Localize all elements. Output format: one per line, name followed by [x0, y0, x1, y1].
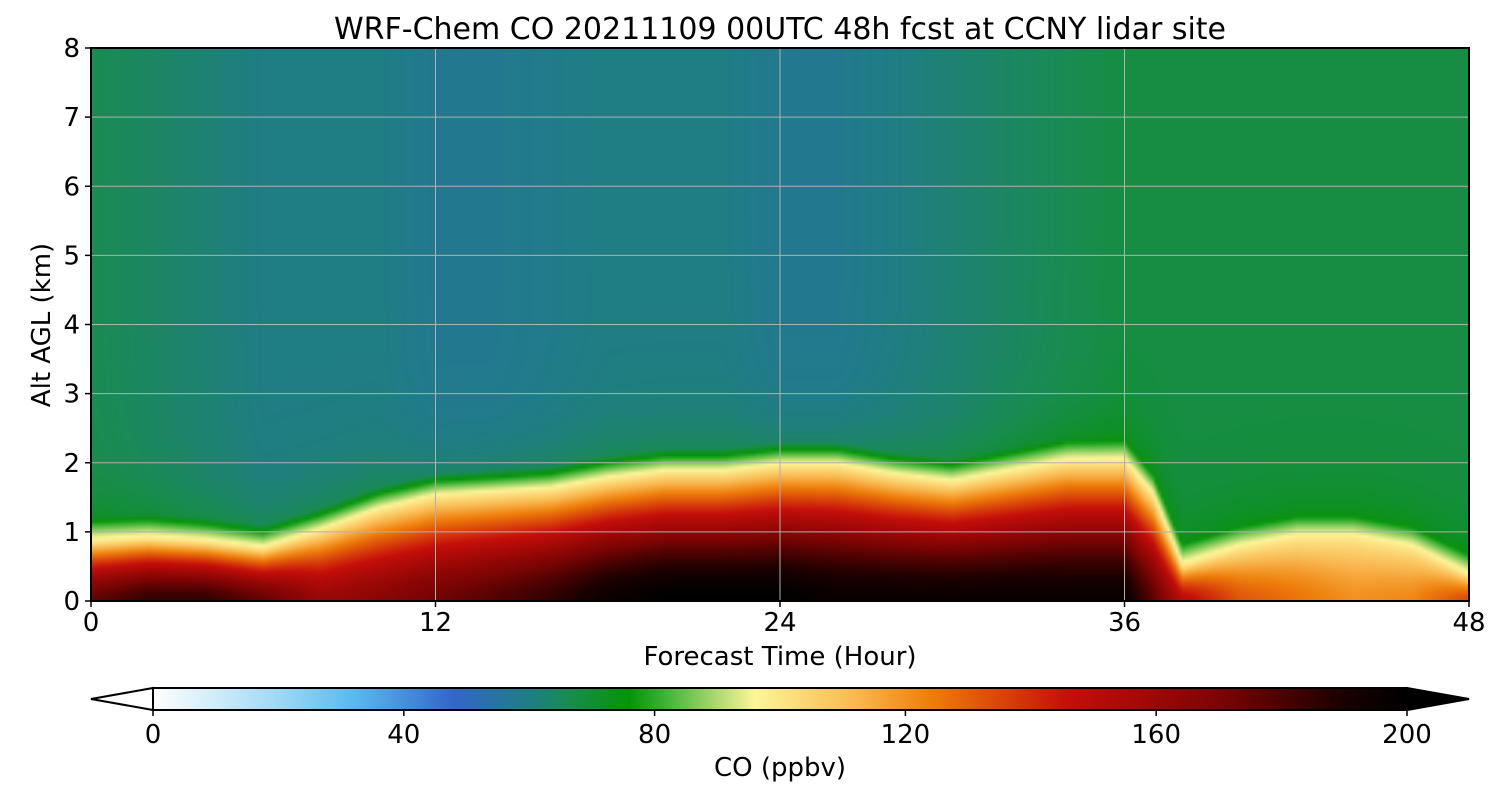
- x-tick-label: 24: [763, 608, 796, 638]
- y-tick-label: 4: [63, 311, 80, 341]
- x-tick-label: 0: [83, 608, 100, 638]
- x-axis-label: Forecast Time (Hour): [643, 642, 916, 672]
- colorbar-max-extension: [1406, 686, 1470, 712]
- colorbar-tick-label: 120: [881, 720, 931, 750]
- plot-area: [90, 47, 1470, 602]
- y-tick-label: 2: [63, 449, 80, 479]
- colorbar-tick-label: 40: [387, 720, 420, 750]
- colorbar-min-extension: [90, 686, 154, 712]
- colorbar-tick-label: 200: [1382, 720, 1432, 750]
- y-tick-label: 0: [63, 587, 80, 617]
- colorbar-tick-label: 0: [145, 720, 162, 750]
- colorbar-frame: [152, 687, 1408, 711]
- colorbar-tick-label: 80: [638, 720, 671, 750]
- colorbar-ramp: [153, 688, 1407, 710]
- x-tick-label: 48: [1452, 608, 1485, 638]
- y-tick-label: 1: [63, 518, 80, 548]
- x-axis: 0 12 24 36 48: [83, 601, 1486, 638]
- y-tick-label: 5: [63, 241, 80, 271]
- chart-title: WRF-Chem CO 20211109 00UTC 48h fcst at C…: [334, 12, 1226, 47]
- colorbar: 0 40 80 120 160 200 CO (ppbv): [90, 686, 1470, 783]
- y-tick-label: 6: [63, 172, 80, 202]
- colorbar-ticks: 0 40 80 120 160 200: [145, 710, 1432, 750]
- x-tick-label: 12: [419, 608, 452, 638]
- colorbar-label: CO (ppbv): [714, 753, 846, 783]
- y-axis-label: Alt AGL (km): [27, 243, 57, 407]
- y-axis: 0 1 2 3 4 5 6 7 8: [63, 34, 91, 617]
- x-tick-label: 36: [1108, 608, 1141, 638]
- y-tick-label: 8: [63, 34, 80, 64]
- y-tick-label: 7: [63, 103, 80, 133]
- colorbar-tick-label: 160: [1131, 720, 1181, 750]
- y-tick-label: 3: [63, 380, 80, 410]
- grid-lines: [91, 48, 1469, 601]
